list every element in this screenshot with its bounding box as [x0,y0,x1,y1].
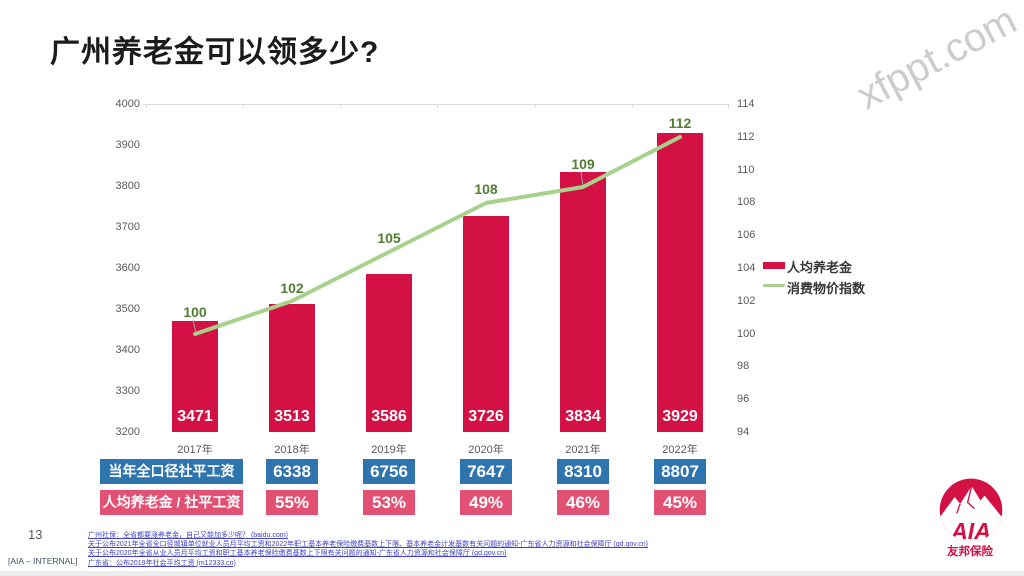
right-axis-tick: 94 [737,426,750,438]
x-axis-label: 2017年 [177,444,213,456]
x-axis-label: 2018年 [274,444,310,456]
bar-2021: 3834 [560,172,606,432]
row-label-avg-salary: 当年全口径社平工资 [100,459,243,484]
bar-2020: 3726 [463,216,509,432]
table-cell: 49% [460,490,512,515]
line-value-label: 108 [474,181,498,197]
legend-bar-swatch [763,262,785,269]
table-cell: 53% [363,490,415,515]
right-axis-tick: 102 [737,295,756,307]
axis-tick-mark [632,104,633,108]
x-axis-label: 2020年 [468,444,504,456]
right-axis-tick: 96 [737,393,750,405]
table-cell: 7647 [460,459,512,484]
line-value-label: 112 [668,115,692,131]
left-axis-tick: 3900 [115,139,140,151]
top-gridline [143,104,729,105]
legend-label-cpi: 消费物价指数 [787,281,866,296]
cpi-line [193,135,682,336]
aia-chinese-name: 友邦保险 [947,546,993,558]
right-axis-tick: 104 [737,262,756,274]
bar-value-label: 3586 [371,408,407,425]
row-label-pension-ratio: 人均养老金 / 社平工资 [100,490,243,515]
axis-tick-mark [340,104,341,108]
table-cell: 45% [654,490,706,515]
table-cell: 8807 [654,459,706,484]
x-axis-label: 2022年 [662,444,698,456]
axis-tick-mark [728,104,729,108]
bar-value-label: 3726 [468,408,504,425]
left-axis-tick: 3700 [115,221,140,233]
left-axis-tick: 3200 [115,426,140,438]
left-axis-tick: 3800 [115,180,140,192]
table-cell: 55% [266,490,318,515]
source-link[interactable]: 关于公布2021年全省全口径城镇单位就业人员月平均工资和2022年职工基本养老保… [88,541,648,549]
axis-tick-mark [535,104,536,108]
axis-tick-mark [437,104,438,108]
line-value-label: 109 [571,156,595,172]
page-number: 13 [28,527,43,542]
source-link[interactable]: 广州社保：全省都要涨养老金，自己又能加多少呢？ (baidu.com) [88,532,288,539]
right-axis-tick: 106 [737,229,756,241]
right-axis-tick: 98 [737,360,750,372]
bar-value-label: 3834 [565,408,601,425]
left-axis-tick: 3500 [115,303,140,315]
line-value-label: 100 [183,304,207,320]
left-axis-tick: 4000 [115,98,140,110]
table-cell: 6338 [266,459,318,484]
right-axis-tick: 112 [737,131,755,143]
x-axis-label: 2019年 [371,444,407,456]
bar-2019: 3586 [366,274,412,432]
left-axis-tick: 3600 [115,262,140,274]
aia-logo-icon: AIA [939,478,1003,544]
source-links: 广州社保：全省都要涨养老金，自己又能加多少呢？ (baidu.com) 关于公布… [88,531,648,568]
legend-line-swatch [763,284,785,287]
left-axis-tick: 3300 [115,385,140,397]
right-axis-tick: 108 [737,196,756,208]
table-cell: 8310 [557,459,609,484]
axis-tick-mark [146,104,147,108]
bar-2022: 3929 [657,133,703,432]
axis-tick-mark [243,104,244,108]
source-link[interactable]: 广东省：公布2019年社会平均工资 (m12333.cn) [88,559,236,567]
bar-2017: 3471 [172,321,218,432]
x-axis-label: 2021年 [565,444,601,456]
legend-label-pension: 人均养老金 [787,260,853,275]
right-axis-tick: 114 [737,98,755,110]
bar-2018: 3513 [269,304,315,432]
bar-value-label: 3929 [662,408,698,425]
classification-label: [AIA – INTERNAL] [8,556,78,566]
right-axis-tick: 110 [737,164,755,176]
line-value-label: 102 [280,280,304,296]
slide-bottom-edge [0,571,1024,576]
page-title: 广州养老金可以领多少? [50,36,380,69]
aia-logo-text: AIA [950,518,991,544]
source-link[interactable]: 关于公布2020年全省从业人员月平均工资和职工基本养老保险缴费基数上下限有关问题… [88,550,507,558]
right-axis-tick: 100 [737,328,756,340]
watermark-text: xfppt.com [849,0,1024,119]
bar-value-label: 3513 [274,408,310,425]
table-cell: 46% [557,490,609,515]
line-value-label: 105 [377,230,401,246]
left-axis-tick: 3400 [115,344,140,356]
bar-value-label: 3471 [177,408,213,425]
table-cell: 6756 [363,459,415,484]
